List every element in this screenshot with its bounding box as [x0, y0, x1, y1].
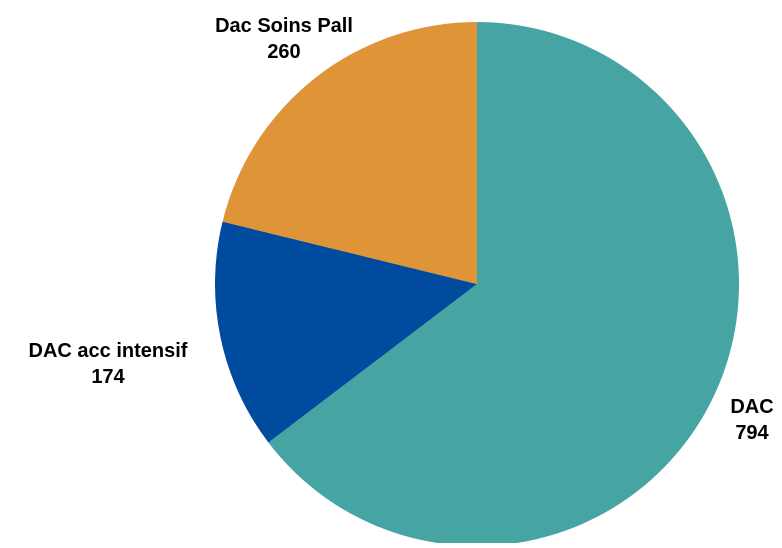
pie-slices	[215, 21, 740, 547]
pie-slice-dac-soins-pall	[222, 22, 477, 284]
pie-label-dac: DAC 794	[730, 396, 773, 444]
pie-label-name: DAC acc intensif	[29, 340, 188, 362]
pie-label-value: 260	[267, 41, 300, 63]
pie-label-name: DAC	[730, 396, 773, 418]
pie-label-name: Dac Soins Pall	[215, 15, 353, 37]
pie-labels: DAC 794 DAC acc intensif 174 Dac Soins Pall 2…	[29, 15, 774, 444]
pie-label-dac-soins-pall: Dac Soins Pall 260	[215, 15, 353, 63]
pie-label-dac-acc-intensif: DAC acc intensif 174	[29, 340, 188, 388]
pie-slice-dac-acc-intensif	[215, 221, 477, 443]
pie-slice-dac	[268, 21, 740, 547]
pie-label-value: 174	[91, 366, 125, 388]
pie-label-value: 794	[735, 422, 769, 444]
